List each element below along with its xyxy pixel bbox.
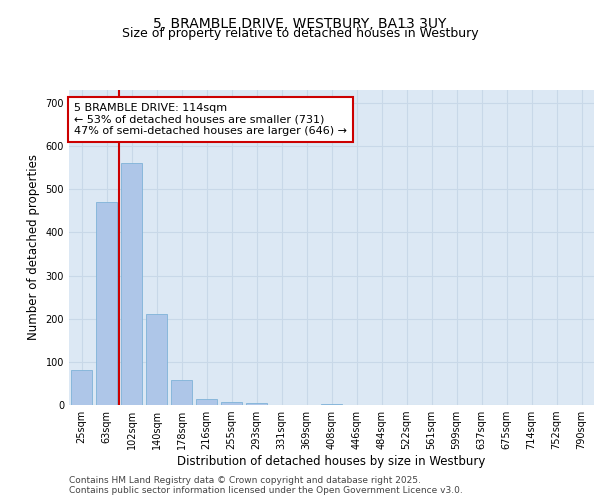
Y-axis label: Number of detached properties: Number of detached properties [27,154,40,340]
Bar [96,202,117,405]
X-axis label: Distribution of detached houses by size in Westbury: Distribution of detached houses by size … [178,455,485,468]
Bar [196,398,217,405]
Text: Contains HM Land Registry data © Crown copyright and database right 2025.
Contai: Contains HM Land Registry data © Crown c… [69,476,463,495]
Text: Size of property relative to detached houses in Westbury: Size of property relative to detached ho… [122,28,478,40]
Bar [221,402,242,405]
Bar [246,403,267,405]
Text: 5, BRAMBLE DRIVE, WESTBURY, BA13 3UY: 5, BRAMBLE DRIVE, WESTBURY, BA13 3UY [154,18,446,32]
Bar [321,404,342,405]
Bar [146,314,167,405]
Bar [171,380,192,405]
Bar [121,164,142,405]
Text: 5 BRAMBLE DRIVE: 114sqm
← 53% of detached houses are smaller (731)
47% of semi-d: 5 BRAMBLE DRIVE: 114sqm ← 53% of detache… [74,103,347,136]
Bar [71,370,92,405]
